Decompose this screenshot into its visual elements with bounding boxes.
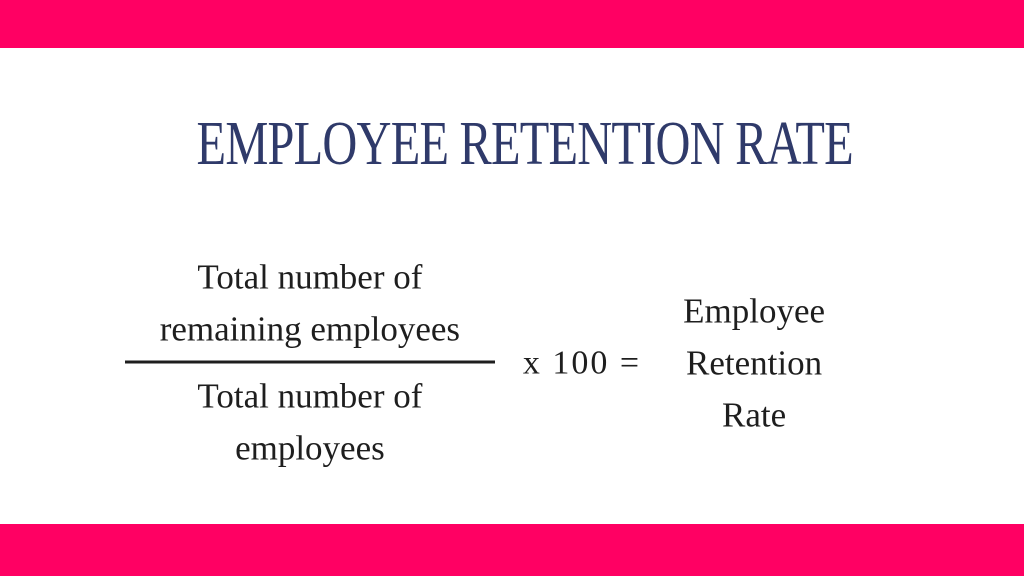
denominator-line-1: Total number of [197, 376, 423, 416]
top-accent-bar [0, 0, 1024, 48]
numerator-line-2: remaining employees [159, 309, 461, 349]
bottom-accent-bar [0, 524, 1024, 576]
result-line-2: Retention [686, 343, 823, 382]
result-line-1: Employee [683, 291, 826, 330]
fraction-denominator: Total number of employees [125, 371, 495, 475]
fraction-numerator: Total number of remaining employees [125, 252, 495, 356]
denominator-line-2: employees [235, 428, 385, 468]
multiply-by-100-equals: x 100 = [522, 344, 642, 381]
retention-rate-formula: Total number of remaining employees Tota… [0, 252, 1024, 475]
title-container: EMPLOYEE RETENTION RATE [0, 110, 1024, 178]
result-line-3: Rate [722, 395, 787, 434]
page-title: EMPLOYEE RETENTION RATE [196, 110, 854, 178]
numerator-line-1: Total number of [197, 257, 423, 297]
formula-result-label: Employee Retention Rate [669, 285, 839, 441]
formula-fraction: Total number of remaining employees Tota… [124, 252, 495, 475]
fraction-divider-line [124, 360, 495, 364]
